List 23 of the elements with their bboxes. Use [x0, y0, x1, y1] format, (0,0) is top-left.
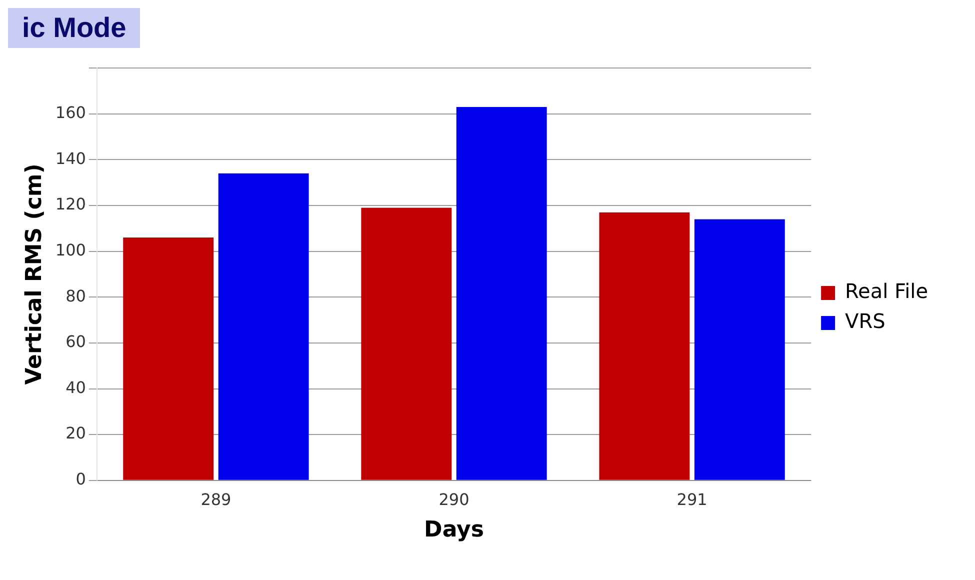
y-tick-label: 40 — [66, 378, 86, 397]
y-tick-label: 100 — [55, 240, 86, 260]
y-tick-label: 120 — [55, 194, 86, 214]
bar — [218, 173, 309, 480]
y-tick-label: 140 — [55, 148, 86, 168]
bar — [361, 208, 452, 480]
bar — [694, 219, 785, 480]
x-tick-label: 289 — [200, 490, 232, 510]
y-tick-label: 60 — [66, 332, 86, 352]
bar — [599, 212, 690, 480]
y-tick-label: 80 — [66, 286, 86, 306]
legend-label: Real File — [845, 279, 928, 304]
x-axis-title: Days — [424, 518, 484, 543]
bar — [456, 106, 547, 480]
text: ic Mode — [8, 8, 140, 48]
x-tick-label: 290 — [438, 490, 470, 510]
bar — [123, 238, 214, 480]
y-tick-label: 20 — [66, 424, 86, 443]
legend-label: VRS — [845, 309, 886, 334]
y-axis-title: Vertical RMS (cm) — [22, 164, 47, 385]
y-tick-label: 0 — [76, 470, 86, 489]
x-tick-label: 291 — [676, 490, 708, 510]
y-tick-label: 160 — [55, 102, 86, 122]
